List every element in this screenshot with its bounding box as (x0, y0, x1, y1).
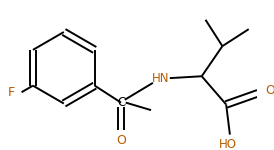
Text: HO: HO (219, 138, 237, 150)
Text: F: F (8, 86, 15, 99)
Text: C: C (117, 96, 125, 109)
Text: O: O (266, 84, 274, 97)
Text: O: O (116, 134, 126, 147)
Text: HN: HN (152, 72, 169, 85)
